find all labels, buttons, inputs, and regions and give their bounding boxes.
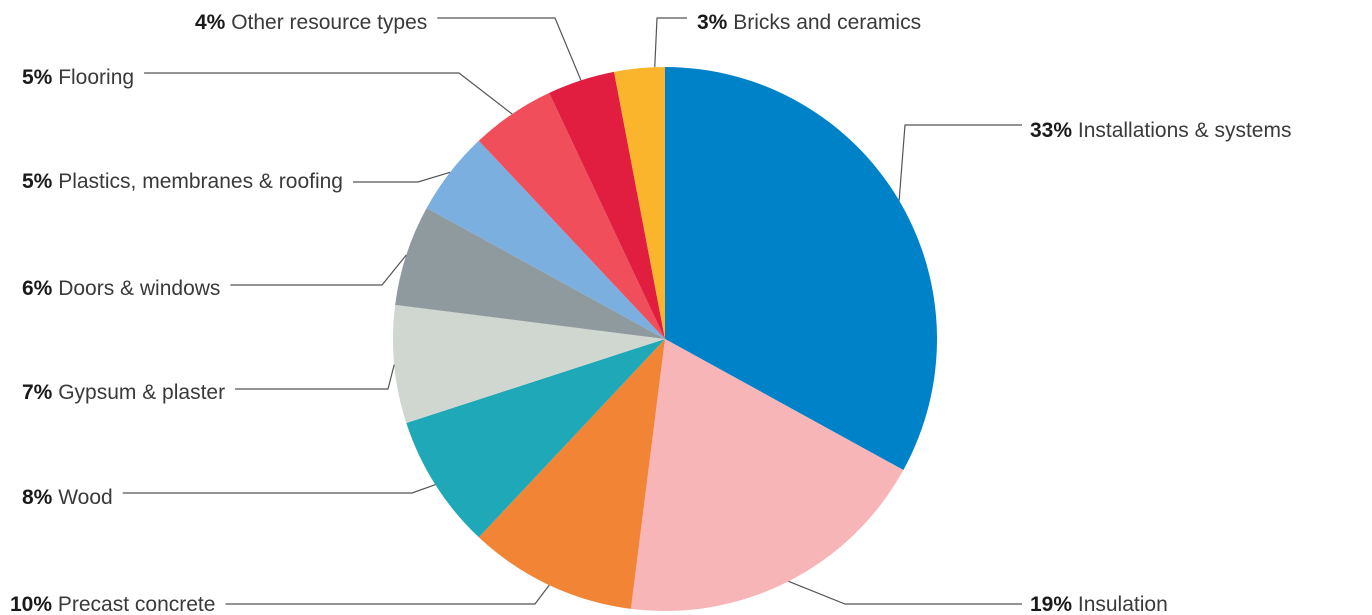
slice-percent: 5%	[22, 170, 53, 193]
slice-label-bricks-and-ceramics: 3% Bricks and ceramics	[697, 11, 921, 34]
leader-line-gypsum-plaster	[235, 364, 395, 390]
slice-category: Other resource types	[225, 11, 427, 34]
slice-category: Bricks and ceramics	[727, 11, 921, 34]
leader-line-precast-concrete	[225, 584, 550, 605]
pie-slice-doors-windows	[395, 207, 665, 339]
leader-line-installations-systems	[898, 124, 1022, 201]
slice-label-wood: 8% Wood	[22, 486, 113, 509]
pie-slice-gypsum-plaster	[393, 304, 665, 424]
slice-labels: 33% Installations & systems 19% Insulatio…	[10, 11, 1291, 615]
leader-lines	[122, 17, 1022, 605]
pie-slices	[393, 67, 937, 611]
slice-percent: 6%	[22, 277, 53, 300]
slice-category: Precast concrete	[52, 593, 215, 615]
pie-slice-other-resource-types	[549, 71, 665, 339]
slice-percent: 4%	[195, 11, 226, 34]
leader-line-flooring	[144, 72, 513, 115]
slice-label-gypsum-plaster: 7% Gypsum & plaster	[22, 381, 225, 404]
slice-category: Insulation	[1072, 593, 1168, 615]
slice-percent: 10%	[10, 593, 52, 615]
slice-percent: 5%	[22, 66, 53, 89]
leader-line-doors-windows	[230, 254, 407, 286]
pie-slice-plastics-membranes-roofing	[426, 140, 665, 339]
slice-label-precast-concrete: 10% Precast concrete	[10, 593, 215, 615]
slice-label-installations-systems: 33% Installations & systems	[1030, 119, 1291, 142]
pie-slice-precast-concrete	[478, 339, 665, 609]
slice-percent: 7%	[22, 381, 53, 404]
slice-percent: 8%	[22, 486, 53, 509]
leader-line-bricks-and-ceramics	[654, 17, 687, 68]
slice-category: Doors & windows	[52, 277, 220, 300]
slice-category: Gypsum & plaster	[52, 381, 225, 404]
slice-label-plastics-membranes-roofing: 5% Plastics, membranes & roofing	[22, 170, 343, 193]
leader-line-insulation	[788, 580, 1022, 605]
slice-label-flooring: 5% Flooring	[22, 66, 134, 89]
pie-slice-installations-systems	[665, 67, 937, 471]
pie-slice-bricks-and-ceramics	[614, 67, 665, 339]
slice-category: Plastics, membranes & roofing	[52, 170, 343, 193]
slice-category: Flooring	[52, 66, 134, 89]
slice-category: Wood	[52, 486, 112, 509]
pie-slice-flooring	[478, 92, 665, 339]
pie-slice-insulation	[630, 339, 904, 611]
slice-percent: 19%	[1030, 593, 1072, 615]
slice-label-doors-windows: 6% Doors & windows	[22, 277, 220, 300]
slice-label-other-resource-types: 4% Other resource types	[195, 11, 427, 34]
slice-percent: 3%	[697, 11, 728, 34]
slice-percent: 33%	[1030, 119, 1072, 142]
leader-line-plastics-membranes-roofing	[352, 171, 451, 183]
leader-line-wood	[122, 484, 436, 494]
leader-line-other-resource-types	[437, 17, 582, 81]
slice-label-insulation: 19% Insulation	[1030, 593, 1168, 615]
pie-slice-wood	[406, 339, 665, 538]
slice-category: Installations & systems	[1072, 119, 1291, 142]
